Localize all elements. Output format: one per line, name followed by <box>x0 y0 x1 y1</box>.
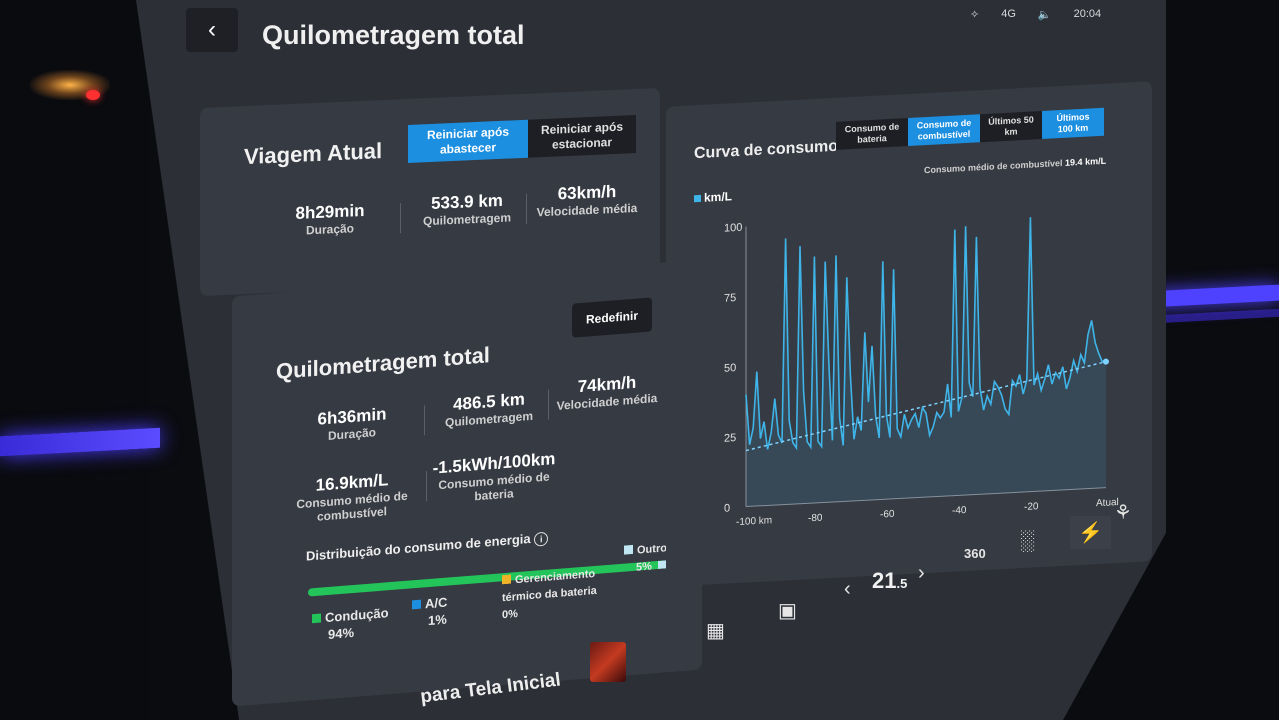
legend-swatch <box>412 599 421 610</box>
x-tick-label: -60 <box>880 509 895 521</box>
reset-button[interactable]: Redefinir <box>572 297 653 338</box>
y-tick-label: 25 <box>724 432 736 445</box>
divider <box>426 471 427 502</box>
tab-last-100km[interactable]: Últimos 100 km <box>1042 107 1104 140</box>
view-360-button[interactable]: 360 <box>964 546 986 561</box>
y-tick-label: 50 <box>724 362 736 375</box>
back-button[interactable]: ‹ <box>186 8 238 52</box>
average-line <box>745 360 1107 452</box>
x-tick-label: -80 <box>808 513 823 525</box>
legend-driving: Condução 94% <box>312 603 402 644</box>
divider <box>400 203 401 234</box>
ambient-light-strip-right <box>1149 284 1279 308</box>
clock: 20:04 <box>1073 8 1102 20</box>
total-mileage: 486.5 km Quilometragem <box>444 389 534 430</box>
outside-red-light <box>86 90 100 100</box>
chevron-left-icon[interactable]: ‹ <box>844 578 851 600</box>
total-mileage-title: Quilometragem total <box>276 342 490 385</box>
reset-after-refuel-option[interactable]: Reiniciar após abastecer <box>408 119 528 163</box>
temperature[interactable]: 21.5 <box>872 568 908 593</box>
reset-after-park-option[interactable]: Reiniciar após estacionar <box>528 115 636 158</box>
legend-swatch <box>624 544 633 555</box>
status-bar: ✧ 4G 🔈 20:04 <box>970 8 1101 21</box>
current-point <box>1103 358 1109 365</box>
info-icon[interactable]: i <box>534 531 549 547</box>
tab-fuel-consumption[interactable]: Consumo de combustível <box>908 114 980 147</box>
trip-duration: 8h29min Duração <box>295 200 365 238</box>
series-line-km-per-l <box>745 217 1107 451</box>
app-thumbnail[interactable] <box>590 642 626 682</box>
y-tick-label: 100 <box>724 222 742 235</box>
fan-seat-icon[interactable]: ⚘ <box>1114 502 1132 524</box>
divider <box>548 389 549 420</box>
tab-battery-consumption[interactable]: Consumo de bateria <box>836 118 908 150</box>
chart-range-tabs: Últimos 50 km Últimos 100 km <box>980 107 1104 143</box>
y-tick-label: 0 <box>724 502 730 514</box>
chevron-left-icon: ‹ <box>208 16 216 43</box>
y-tick-label: 75 <box>724 292 736 305</box>
x-tick-label: Atual <box>1096 497 1119 509</box>
volume-icon[interactable]: 🔈 <box>1037 9 1052 21</box>
total-duration: 6h36min Duração <box>317 404 387 443</box>
bluetooth-icon: ✧ <box>970 9 980 21</box>
total-avg-speed: 74km/h Velocidade média <box>556 372 658 413</box>
seat-icon[interactable]: ░ <box>1020 530 1035 552</box>
current-trip-title: Viagem Atual <box>244 138 383 170</box>
signal-indicator: 4G <box>1001 8 1016 20</box>
car-icon[interactable]: ▣ <box>778 600 797 622</box>
cabin-left <box>0 0 150 720</box>
legend-swatch <box>312 613 321 624</box>
x-tick-label: -40 <box>952 505 967 517</box>
grid-icon[interactable]: ▦ <box>706 620 725 642</box>
trip-mileage: 533.9 km Quilometragem <box>422 190 512 229</box>
trip-reset-toggle: Reiniciar após abastecer Reiniciar após … <box>408 115 636 163</box>
legend-swatch <box>694 194 701 203</box>
bottom-dock: ▦ ▣ ‹ 21.5 › 360 ░ ⚡ ⚘ <box>600 502 1160 650</box>
chevron-right-icon[interactable]: › <box>918 562 925 584</box>
page-title: Quilometragem total <box>262 20 525 50</box>
ambient-light-strip-right-lower <box>1159 308 1279 324</box>
chart-mode-tabs: Consumo de bateria Consumo de combustíve… <box>836 114 980 150</box>
lightning-icon[interactable]: ⚡ <box>1070 516 1111 549</box>
x-tick-label: -100 km <box>736 515 772 528</box>
chart-title: Curva de consumo <box>694 137 839 163</box>
avg-fuel-consumption: 16.9km/L Consumo médio de combustível <box>296 470 408 524</box>
x-axis <box>746 487 1106 508</box>
divider <box>526 193 527 224</box>
energy-distribution-title: Distribuição do consumo de energia i <box>306 530 549 565</box>
legend-ac: A/C 1% <box>412 591 482 631</box>
consumption-chart-card: Curva de consumo Consumo de bateria Cons… <box>666 81 1152 587</box>
x-tick-label: -20 <box>1024 501 1039 513</box>
current-trip-card: Viagem Atual Reiniciar após abastecer Re… <box>200 87 660 297</box>
consumption-chart: km/L 0 25 50 75 100 -100 km -80 -60 -40 -20 Atual <box>694 189 1119 528</box>
divider <box>424 405 425 436</box>
legend-label: km/L <box>704 189 732 204</box>
tab-last-50km[interactable]: Últimos 50 km <box>980 111 1042 143</box>
trip-avg-speed: 63km/h Velocidade média <box>536 181 638 220</box>
legend-swatch <box>502 574 511 585</box>
avg-battery-consumption: -1.5kWh/100km Consumo médio de bateria <box>432 449 556 504</box>
